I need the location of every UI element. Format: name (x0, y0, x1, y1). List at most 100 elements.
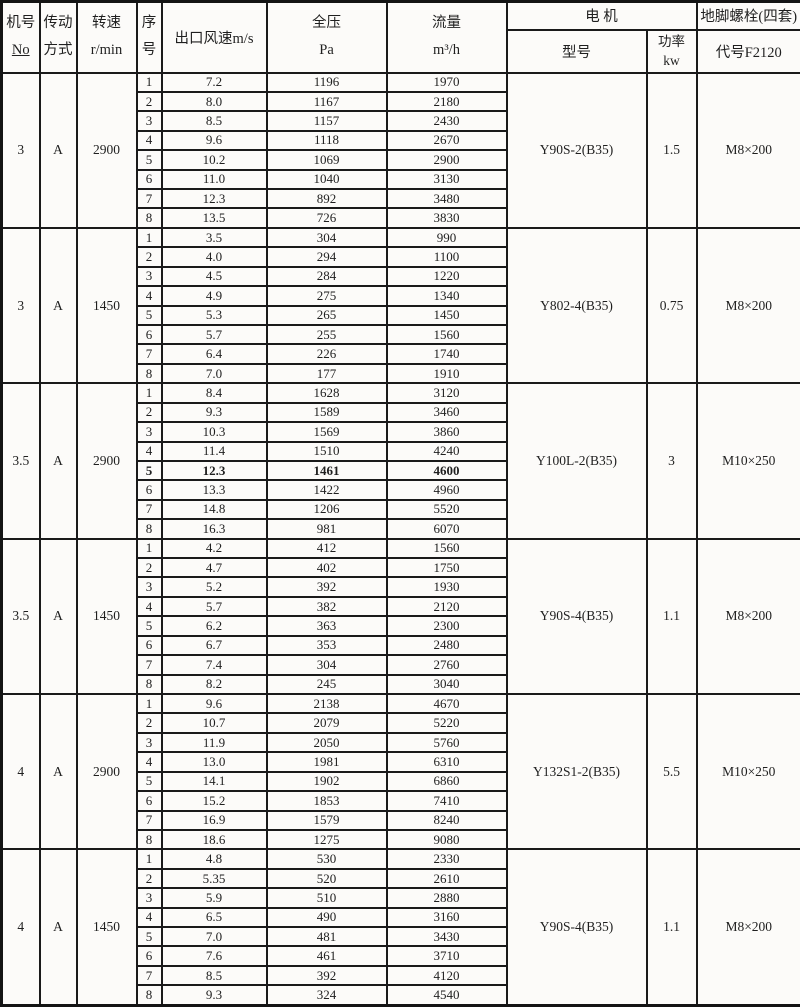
cell-motor-model: Y90S-4(B35) (505, 537, 648, 696)
cell-pressure: 1422 (265, 479, 388, 501)
cell-pressure: 1853 (265, 790, 388, 812)
cell-seq: 5 (135, 770, 163, 793)
cell-outlet-speed: 8.0 (160, 90, 268, 113)
cell-outlet-speed: 4.2 (160, 537, 268, 560)
cell-pressure: 1461 (265, 459, 388, 482)
cell-flow: 3480 (385, 188, 508, 210)
cell-seq: 5 (135, 304, 163, 327)
cell-motor-model: Y802-4(B35) (505, 226, 648, 385)
cell-seq: 1 (135, 848, 163, 870)
table-row: 3 8.5 1157 2430 (2, 110, 800, 132)
cell-seq: 8 (135, 207, 163, 229)
cell-flow: 1910 (385, 362, 508, 385)
table-row: 3 A 2900 1 7.2 1196 1970 Y90S-2(B35) 1.5 M8×200 (0, 71, 800, 229)
table-row: 6 7.6 461 3710 (2, 945, 800, 967)
table-row: 4 13.0 1981 6310 (2, 751, 800, 773)
cell-motor-power: 1.1 (645, 848, 698, 1007)
cell-machine-no: 4 (0, 848, 41, 1007)
cell-rpm: 1450 (75, 226, 138, 385)
table-row: 4 11.4 1510 4240 (2, 440, 800, 462)
table-row: 2 4.0 294 1100 (2, 246, 800, 268)
table-row: 5 7.0 481 3430 (2, 926, 800, 948)
cell-outlet-speed: 7.4 (160, 654, 268, 676)
cell-outlet-speed: 12.3 (160, 188, 268, 210)
cell-pressure: 510 (265, 887, 388, 909)
cell-flow: 1750 (385, 557, 508, 579)
cell-pressure: 265 (265, 304, 388, 327)
header-machine-no: 机号 No (0, 0, 41, 74)
cell-machine-no: 4 (0, 692, 41, 851)
table-row: 5 10.2 1069 2900 (2, 149, 800, 171)
cell-flow: 3460 (385, 401, 508, 424)
cell-bolt: M10×250 (695, 382, 800, 540)
cell-seq: 3 (135, 576, 163, 598)
cell-flow: 1100 (385, 246, 508, 268)
header-flow-label: 流量 (432, 15, 461, 32)
cell-motor-power: 1.1 (645, 537, 698, 696)
table-header: 机号 No 传动 方式 转速 r/min 序 号 (0, 0, 800, 74)
cell-flow: 3710 (385, 945, 508, 967)
table-row: 4 6.5 490 3160 (2, 906, 800, 929)
cell-outlet-speed: 11.0 (160, 168, 268, 191)
cell-pressure: 353 (265, 634, 388, 657)
cell-flow: 1930 (385, 576, 508, 598)
cell-flow: 2430 (385, 110, 508, 132)
table-row: 8 13.5 726 3830 (2, 207, 800, 229)
cell-flow: 4600 (385, 459, 508, 482)
table-row: 3 4.5 284 1220 (2, 265, 800, 288)
cell-motor-model: Y100L-2(B35) (505, 382, 648, 540)
cell-pressure: 2079 (265, 712, 388, 734)
cell-outlet-speed: 9.6 (160, 692, 268, 715)
cell-motor-power: 5.5 (645, 692, 698, 851)
cell-flow: 4120 (385, 964, 508, 987)
cell-seq: 8 (135, 673, 163, 696)
cell-seq: 1 (135, 226, 163, 249)
cell-pressure: 520 (265, 867, 388, 890)
cell-flow: 1340 (385, 285, 508, 307)
table-row: 6 13.3 1422 4960 (2, 479, 800, 501)
cell-pressure: 402 (265, 557, 388, 579)
cell-flow: 6860 (385, 770, 508, 793)
cell-pressure: 324 (265, 984, 388, 1007)
cell-pressure: 392 (265, 964, 388, 987)
cell-pressure: 226 (265, 343, 388, 365)
cell-motor-power: 3 (645, 382, 698, 540)
cell-outlet-speed: 18.6 (160, 828, 268, 851)
cell-flow: 1740 (385, 343, 508, 365)
cell-pressure: 892 (265, 188, 388, 210)
cell-seq: 4 (135, 906, 163, 929)
cell-seq: 2 (135, 557, 163, 579)
cell-outlet-speed: 10.7 (160, 712, 268, 734)
cell-rpm: 1450 (75, 537, 138, 696)
cell-drive: A (38, 848, 78, 1007)
header-drive-line1: 传动 (43, 15, 73, 32)
table-row: 3 10.3 1569 3860 (2, 421, 800, 443)
table-row: 6 6.7 353 2480 (2, 634, 800, 657)
cell-flow: 3430 (385, 926, 508, 948)
cell-seq: 6 (135, 168, 163, 191)
cell-pressure: 1157 (265, 110, 388, 132)
cell-outlet-speed: 6.5 (160, 906, 268, 929)
cell-seq: 1 (135, 537, 163, 560)
table-row: 6 15.2 1853 7410 (2, 790, 800, 812)
cell-outlet-speed: 6.2 (160, 615, 268, 637)
cell-flow: 3120 (385, 382, 508, 404)
cell-bolt: M8×200 (695, 537, 800, 696)
cell-flow: 4540 (385, 984, 508, 1007)
cell-flow: 9080 (385, 828, 508, 851)
header-drive-line2: 方式 (43, 42, 73, 59)
cell-seq: 2 (135, 712, 163, 734)
cell-seq: 6 (135, 323, 163, 346)
cell-outlet-speed: 4.8 (160, 848, 268, 870)
cell-seq: 7 (135, 809, 163, 831)
cell-pressure: 461 (265, 945, 388, 967)
cell-seq: 4 (135, 751, 163, 773)
cell-seq: 1 (135, 692, 163, 715)
cell-machine-no: 3.5 (0, 537, 41, 696)
cell-pressure: 284 (265, 265, 388, 288)
cell-rpm: 2900 (75, 71, 138, 229)
cell-seq: 2 (135, 90, 163, 113)
table-row: 4 5.7 382 2120 (2, 595, 800, 618)
cell-seq: 4 (135, 595, 163, 618)
header-drive: 传动 方式 (38, 0, 78, 74)
